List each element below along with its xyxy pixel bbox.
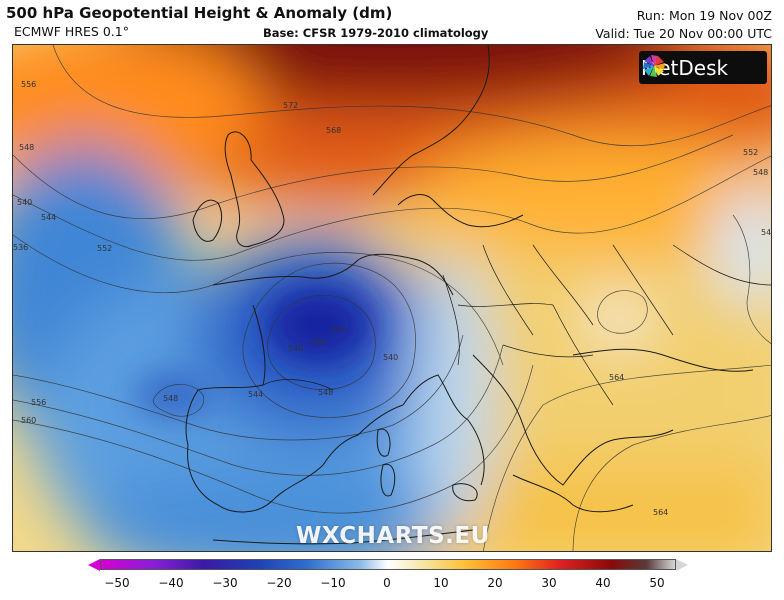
colorbar-tick: 0 bbox=[383, 576, 391, 590]
contour-label: 548 bbox=[753, 168, 768, 177]
colorbar-tick: −40 bbox=[158, 576, 184, 590]
contour-label: 564 bbox=[653, 508, 668, 517]
baltic-coast bbox=[397, 194, 524, 228]
contour-label: 548 bbox=[163, 394, 178, 403]
contour-label: 540 bbox=[288, 344, 303, 353]
contour-label: 564 bbox=[609, 373, 624, 382]
italy-outline bbox=[402, 374, 485, 486]
colorbar-tick: −20 bbox=[266, 576, 292, 590]
france-north-coast bbox=[212, 253, 454, 296]
anomaly-colorbar bbox=[100, 559, 676, 570]
contour-label: 536 bbox=[13, 243, 28, 252]
contour-label: 552 bbox=[743, 148, 758, 157]
contour-label: 572 bbox=[283, 101, 298, 110]
contour-label: 532 bbox=[331, 325, 346, 334]
contour-label: 544 bbox=[761, 228, 772, 237]
colorbar-tick: 30 bbox=[541, 576, 557, 590]
country-borders bbox=[262, 244, 771, 406]
contour-label: 544 bbox=[41, 213, 56, 222]
base-climatology-label: Base: CFSR 1979-2010 climatology bbox=[263, 26, 489, 40]
contour-label: 536 bbox=[311, 338, 326, 347]
ireland-outline bbox=[192, 199, 223, 242]
contour-labels: 556 572 568 552 548 548 540 544 536 552 … bbox=[13, 80, 772, 517]
anomaly-map: 556 572 568 552 548 548 540 544 536 552 … bbox=[12, 44, 772, 552]
anomaly-field bbox=[13, 45, 771, 551]
contour-label: 568 bbox=[326, 126, 341, 135]
colorbar-tick: 40 bbox=[595, 576, 611, 590]
colorbar-max-arrow bbox=[676, 559, 688, 571]
height-contours bbox=[13, 45, 771, 551]
coastlines bbox=[185, 45, 754, 545]
scandinavia-coast bbox=[372, 45, 490, 196]
black-sea-coast bbox=[572, 348, 754, 372]
colorbar-tick: −10 bbox=[320, 576, 346, 590]
greece-coast bbox=[512, 474, 634, 513]
contour-label: 540 bbox=[383, 353, 398, 362]
corsica-outline bbox=[376, 428, 391, 457]
britain-outline bbox=[224, 131, 285, 248]
contour-label: 552 bbox=[97, 244, 112, 253]
metdesk-logo: MetDesk bbox=[639, 51, 767, 84]
valid-time-label: Valid: Tue 20 Nov 00:00 UTC bbox=[595, 26, 772, 41]
map-svg: 556 572 568 552 548 548 540 544 536 552 … bbox=[13, 45, 772, 551]
metdesk-pinwheel-icon bbox=[643, 55, 665, 77]
contour-label: 544 bbox=[248, 390, 263, 399]
colorbar-tick: 20 bbox=[487, 576, 503, 590]
contour-label: 548 bbox=[318, 388, 333, 397]
contour-label: 560 bbox=[21, 416, 36, 425]
contour-label: 548 bbox=[19, 143, 34, 152]
contour-label: 540 bbox=[17, 198, 32, 207]
run-time-label: Run: Mon 19 Nov 00Z bbox=[636, 8, 772, 23]
colorbar-min-arrow bbox=[88, 559, 100, 571]
model-label: ECMWF HRES 0.1° bbox=[14, 24, 129, 39]
chart-title: 500 hPa Geopotential Height & Anomaly (d… bbox=[6, 4, 393, 22]
contour-label: 556 bbox=[21, 80, 36, 89]
sicily-outline bbox=[452, 483, 478, 502]
colorbar-tick: 50 bbox=[649, 576, 665, 590]
watermark: WXCHARTS.EU bbox=[296, 523, 490, 549]
contour-label: 556 bbox=[31, 398, 46, 407]
colorbar-tick: 10 bbox=[433, 576, 449, 590]
north-africa-coast bbox=[212, 529, 474, 545]
colorbar-tick: −50 bbox=[104, 576, 130, 590]
sardinia-outline bbox=[380, 463, 396, 497]
balkans-coast bbox=[472, 354, 674, 486]
iberia-coast bbox=[185, 304, 404, 513]
colorbar-tick: −30 bbox=[212, 576, 238, 590]
